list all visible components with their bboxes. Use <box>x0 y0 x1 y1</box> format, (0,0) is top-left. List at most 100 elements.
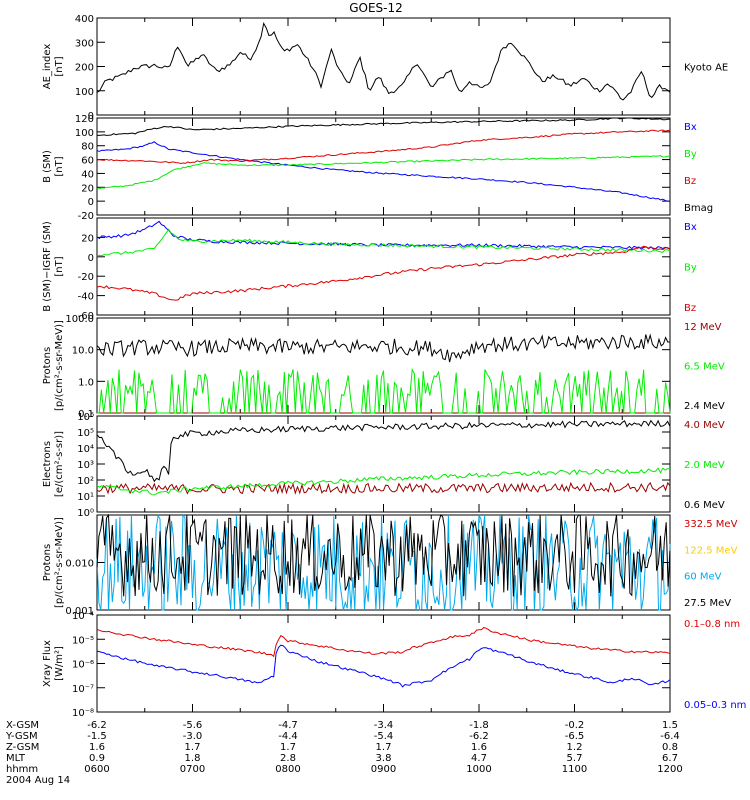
x-axis-row-value: 1100 <box>562 764 587 775</box>
x-axis-row-value: 0.8 <box>662 742 678 753</box>
y-axis-label: [nT] <box>54 56 65 76</box>
series-line-27-5-MeV <box>96 513 671 597</box>
y-tick-label: 10³ <box>77 460 94 471</box>
series-line-0-1-0-8-nm <box>96 626 671 658</box>
panel-frame <box>96 17 671 116</box>
panel-frame <box>96 614 671 713</box>
y-tick-label: 10⁵ <box>77 428 94 439</box>
y-tick-label: 0 <box>88 111 94 122</box>
legend-label: Bx <box>684 122 697 133</box>
series-line-By <box>96 228 671 257</box>
x-axis-row-value: 6.7 <box>662 753 678 764</box>
x-axis-row-value: -1.8 <box>469 720 489 731</box>
series-line-Bz <box>96 245 671 301</box>
x-axis-row-value: 1.7 <box>185 742 201 753</box>
y-axis-label: B (SM) <box>42 150 53 183</box>
y-tick-label: 0 <box>88 253 94 264</box>
y-tick-label: 400 <box>75 14 94 25</box>
y-tick-label: -60 <box>78 311 94 322</box>
x-axis-row-value: 1000 <box>466 764 491 775</box>
series-line-0-6-MeV <box>96 419 671 483</box>
series-line-Bmag <box>96 117 671 136</box>
y-tick-label: 10⁴ <box>77 444 94 455</box>
x-axis-row-label: MLT <box>6 753 26 764</box>
y-tick-label: 40 <box>81 169 94 180</box>
x-axis-row-value: -5.4 <box>374 731 394 742</box>
y-tick-label: 60 <box>81 156 94 167</box>
x-axis-row-value: 5.7 <box>567 753 583 764</box>
series-line-2-0-MeV <box>96 467 671 496</box>
x-axis-row-value: 4.7 <box>471 753 487 764</box>
x-axis-row-value: 0.9 <box>89 753 105 764</box>
y-tick-label: -20 <box>78 272 94 283</box>
legend-label: 0.6 MeV <box>684 500 725 511</box>
legend-label: 0.1–0.8 nm <box>684 619 740 630</box>
y-tick-label: -20 <box>78 211 94 222</box>
x-axis-row-value: 0800 <box>275 764 300 775</box>
x-axis-row-value: 1.6 <box>471 742 487 753</box>
x-axis-row-value: 1.7 <box>280 742 296 753</box>
y-axis-label: Xray Flux <box>42 640 53 687</box>
series-line-0-05-0-3-nm <box>96 644 671 688</box>
x-axis-row-value: 0700 <box>180 764 205 775</box>
y-axis-label: [W/m²] <box>54 646 65 681</box>
legend-label: 332.5 MeV <box>684 519 738 530</box>
legend-label: 6.5 MeV <box>684 362 725 373</box>
y-tick-label: 0.1 <box>78 409 94 420</box>
x-axis-row-value: -6.4 <box>660 731 680 742</box>
series-line-2-4-MeV <box>96 333 670 363</box>
series-line-60-MeV <box>96 513 671 612</box>
x-axis-row-value: -1.5 <box>87 731 107 742</box>
y-tick-label: 10⁶ <box>77 412 94 423</box>
y-tick-label: 10² <box>77 476 94 487</box>
legend-label: 27.5 MeV <box>684 598 731 609</box>
y-tick-label: 1.0 <box>78 377 94 388</box>
x-axis-row-value: 2.8 <box>280 753 296 764</box>
y-tick-label: 10⁻⁸ <box>72 708 94 719</box>
legend-label: Kyoto AE <box>684 63 728 74</box>
y-axis-label: [nT] <box>54 256 65 276</box>
legend-label: Bx <box>684 222 697 233</box>
legend-label: 60 MeV <box>684 572 722 583</box>
y-tick-label: 10.0 <box>72 346 94 357</box>
y-axis-label: Electrons <box>42 441 53 487</box>
y-tick-label: 10⁻⁴ <box>72 611 94 622</box>
series-line-Kyoto-AE <box>96 21 671 101</box>
chart-title: GOES-12 <box>349 1 403 15</box>
legend-label: Bz <box>684 303 696 314</box>
x-axis-row-value: -6.2 <box>87 720 107 731</box>
series-line-Bx <box>96 141 671 202</box>
legend-label: 0.05–0.3 nm <box>684 700 746 711</box>
legend-label: 2.0 MeV <box>684 460 725 471</box>
x-axis-row-value: 1.6 <box>89 742 105 753</box>
legend-label: 122.5 MeV <box>684 545 738 556</box>
y-tick-label: 10⁻⁵ <box>72 635 94 646</box>
y-tick-label: 120 <box>75 114 94 125</box>
y-axis-label: [nT] <box>54 156 65 176</box>
x-axis-row-value: 1200 <box>657 764 682 775</box>
y-tick-label: 200 <box>75 63 94 74</box>
x-axis-row-value: 1.8 <box>185 753 201 764</box>
y-tick-label: 0 <box>88 197 94 208</box>
y-tick-label: 10¹ <box>77 492 94 503</box>
x-axis-row-label: Z-GSM <box>6 742 39 753</box>
y-axis-label: AE_index <box>42 44 53 90</box>
legend-label: Bz <box>684 176 696 187</box>
series-line-Bz <box>96 129 671 165</box>
y-axis-label: [p/(cm²-s-sr-MeV)] <box>54 320 65 411</box>
x-axis-row-label: Y-GSM <box>5 731 38 742</box>
x-axis-row-value: -5.6 <box>183 720 203 731</box>
legend-label: Bmag <box>684 203 713 214</box>
legend-label: By <box>684 263 697 274</box>
x-axis-row-value: -3.4 <box>374 720 394 731</box>
legend-label: 2.4 MeV <box>684 401 725 412</box>
legend-label: 12 MeV <box>684 322 722 333</box>
y-tick-label: 20 <box>81 233 94 244</box>
panel-frame <box>96 117 671 216</box>
y-tick-label: -40 <box>78 292 94 303</box>
x-axis-row-value: -6.5 <box>565 731 585 742</box>
x-axis-row-value: -4.7 <box>278 720 298 731</box>
y-tick-label: 10⁻⁶ <box>72 660 94 671</box>
x-axis-row-value: 0900 <box>371 764 396 775</box>
